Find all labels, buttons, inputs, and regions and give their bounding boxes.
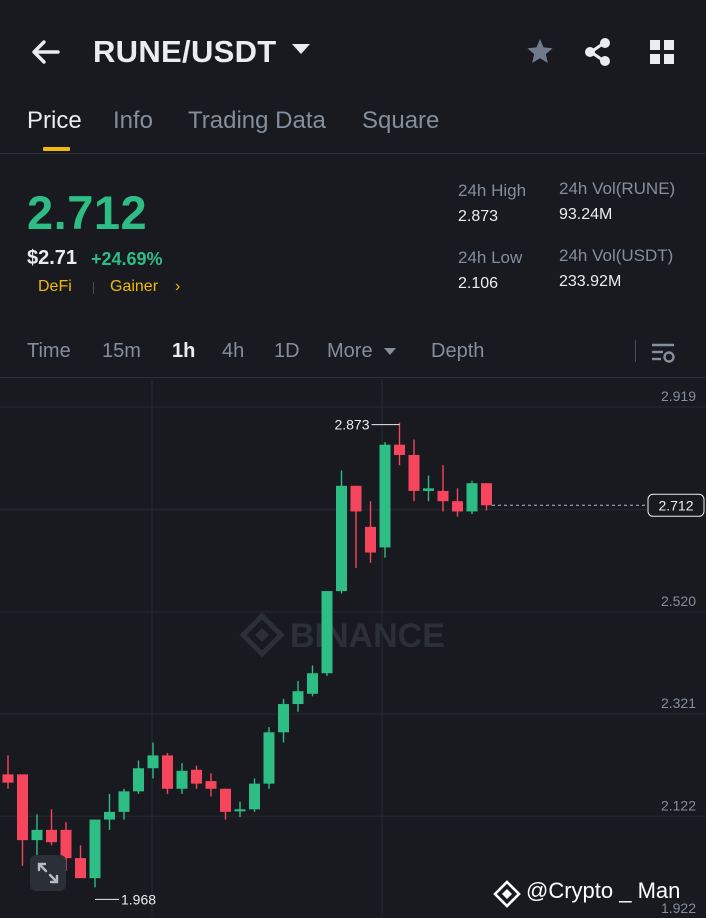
candlestick-chart[interactable]: BINANCE 2.9192.7192.5202.3212.1221.9222.… (0, 379, 706, 918)
timeframe-divider (635, 340, 636, 362)
expand-chart-button[interactable] (30, 855, 66, 891)
back-arrow-icon[interactable] (28, 34, 64, 70)
credit-handle: @Crypto _ Man (526, 878, 681, 903)
active-tab-indicator (43, 147, 70, 151)
binance-square-logo-icon (493, 880, 521, 908)
candle-body (104, 811, 115, 820)
tab-square[interactable]: Square (362, 107, 440, 134)
watermark-text: BINANCE (290, 617, 445, 655)
stat-vol-base-label: 24h Vol(RUNE) (559, 179, 676, 198)
caret-down-icon[interactable] (292, 44, 310, 54)
y-axis-tick-label: 2.122 (661, 797, 696, 813)
candle-body (452, 501, 463, 512)
candle-body (191, 769, 202, 784)
last-price: 2.712 (27, 186, 148, 239)
tf-more[interactable]: More (327, 340, 373, 362)
timeframe-bar: Time 15m 1h 4h 1D More Depth (0, 330, 706, 378)
share-icon[interactable] (582, 36, 614, 68)
chevron-right-icon[interactable]: › (175, 278, 181, 295)
tab-trading-data[interactable]: Trading Data (188, 107, 326, 134)
tf-1h[interactable]: 1h (172, 340, 196, 362)
candle-body (466, 483, 478, 512)
tab-price[interactable]: Price (27, 107, 82, 134)
candle-body (162, 755, 173, 789)
candle-body (423, 488, 434, 491)
candle-body (220, 788, 231, 812)
stat-vol-quote-value: 233.92M (559, 273, 622, 290)
price-change-percent: +24.69% (91, 249, 163, 269)
candle-body (234, 809, 246, 812)
stat-low-value: 2.106 (458, 275, 499, 292)
candle-body (321, 591, 333, 674)
candle-body (249, 783, 260, 810)
candle-body (336, 485, 347, 592)
candle-body (292, 691, 304, 705)
candle-body (278, 704, 289, 733)
candle-body (263, 732, 275, 784)
tag-gainer[interactable]: Gainer (110, 278, 159, 295)
tf-1d[interactable]: 1D (274, 340, 300, 362)
stat-vol-quote-label: 24h Vol(USDT) (559, 246, 674, 265)
high-marker-label: 2.873 (334, 417, 369, 433)
main-tabs: Price Info Trading Data Square (0, 100, 706, 154)
watermark: BINANCE (239, 612, 445, 658)
y-axis-tick-label: 2.520 (661, 593, 696, 609)
stat-low-label: 24h Low (458, 248, 523, 267)
candle-body (481, 483, 492, 506)
tf-4h[interactable]: 4h (222, 340, 245, 362)
candle-body (60, 829, 72, 859)
candle-body (133, 768, 144, 792)
binance-logo-icon (239, 612, 285, 658)
y-axis-tick-label: 2.321 (661, 695, 696, 711)
more-caret-icon[interactable] (384, 348, 396, 355)
candle-body (307, 673, 318, 694)
tf-depth[interactable]: Depth (431, 340, 485, 362)
tag-defi[interactable]: DeFi (38, 278, 72, 295)
last-price-badge-label: 2.712 (658, 497, 693, 513)
candle-body (89, 819, 101, 879)
candle-body (365, 526, 376, 553)
y-axis-tick-label: 1.922 (661, 900, 696, 916)
tf-time[interactable]: Time (27, 340, 71, 362)
y-axis-tick-label: 2.919 (661, 388, 696, 404)
tag-divider (93, 282, 94, 294)
candle-body (31, 829, 43, 841)
grid-icon[interactable] (646, 36, 678, 68)
candle-body (437, 490, 449, 502)
candle-body (75, 858, 86, 879)
candle-body (408, 454, 420, 491)
chart-settings-icon[interactable] (650, 340, 676, 366)
candle-body (379, 444, 391, 548)
top-bar: RUNE/USDT (0, 0, 706, 100)
candle-body (205, 781, 217, 789)
last-price-badge (647, 493, 705, 517)
low-marker-label: 1.968 (121, 891, 156, 907)
candle-body (394, 444, 405, 455)
expand-icon (37, 862, 59, 884)
stat-high-label: 24h High (458, 181, 527, 200)
candle-body (2, 774, 14, 783)
star-icon[interactable] (524, 36, 556, 68)
candle-body (176, 770, 188, 789)
tab-info[interactable]: Info (113, 107, 154, 134)
tf-15m[interactable]: 15m (102, 340, 141, 362)
candles (2, 422, 492, 888)
stat-vol-base-value: 93.24M (559, 206, 613, 223)
chart-labels: 2.9192.7192.5202.3212.1221.9222.8731.968… (95, 388, 705, 916)
candle-body (118, 791, 130, 812)
stat-high-value: 2.873 (458, 208, 499, 225)
usd-price: $2.71 (27, 247, 78, 269)
candle-body (350, 485, 362, 512)
candle-body (46, 829, 57, 843)
candle-body (147, 755, 159, 769)
candle-body (17, 774, 28, 841)
pair-title[interactable]: RUNE/USDT (93, 34, 277, 69)
